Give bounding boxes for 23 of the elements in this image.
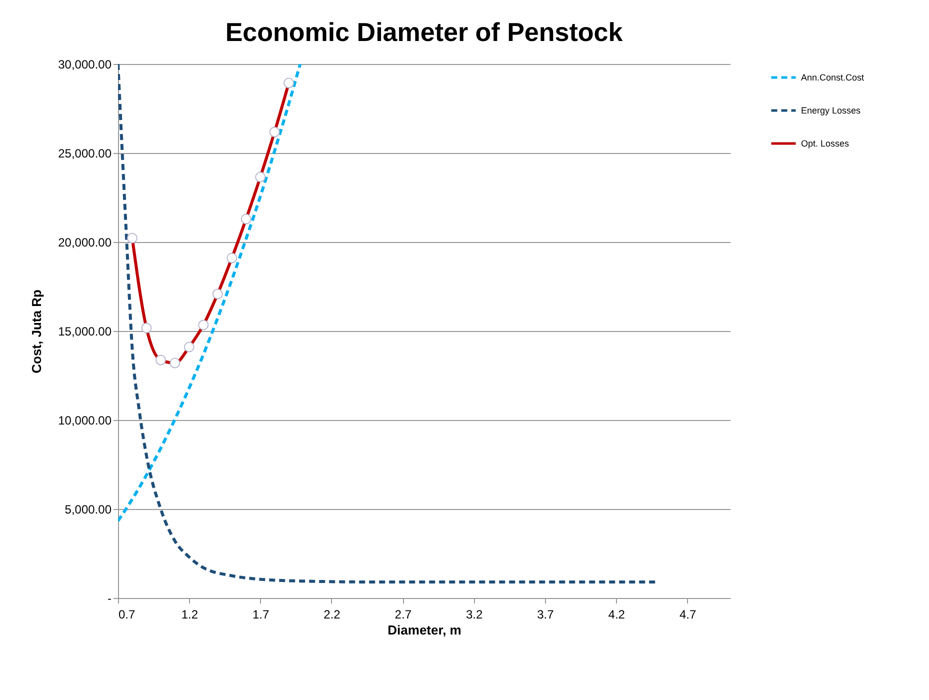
legend-label: Ann.Const.Cost (801, 72, 865, 82)
x-axis-title: Diameter, m (388, 622, 462, 638)
legend-label: Opt. Losses (801, 138, 850, 148)
y-tick-label: 15,000.00 (58, 324, 112, 338)
y-tick-label: 5,000.00 (64, 502, 112, 516)
y-tick-label: 25,000.00 (58, 146, 112, 160)
x-tick-label: 3.7 (537, 608, 554, 622)
legend-label: Energy Losses (801, 106, 862, 116)
y-tick-label: 20,000.00 (58, 236, 112, 250)
x-tick-label: 2.7 (394, 608, 412, 622)
x-tick-label: 2.2 (324, 608, 341, 622)
x-tick-label: 3.2 (466, 608, 483, 622)
x-tick-label: 1.2 (181, 608, 198, 622)
x-tick-label: 1.7 (252, 608, 270, 622)
chart-title: Economic Diameter of Penstock (225, 17, 624, 47)
y-axis-title: Cost, Juta Rp (29, 290, 44, 374)
line-series (118, 64, 302, 522)
y-tick-label: 30,000.00 (58, 58, 112, 72)
x-tick-label: 0.7 (118, 608, 136, 622)
y-tick-label: 10,000.00 (58, 414, 112, 428)
y-tick-label: - (108, 592, 112, 606)
x-tick-label: 4.7 (679, 608, 696, 622)
x-tick-label: 4.2 (608, 608, 626, 622)
